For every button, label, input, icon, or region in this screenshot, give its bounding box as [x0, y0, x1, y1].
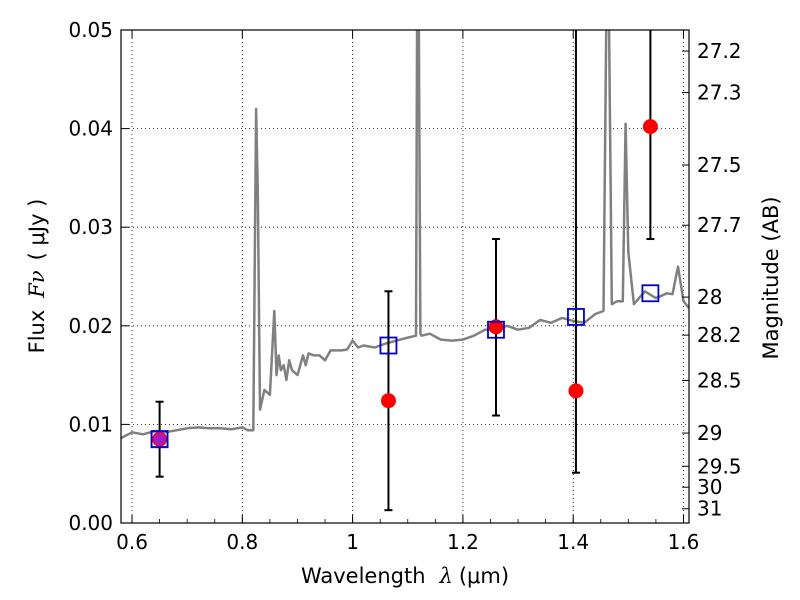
- mag-tick-label: 27.5: [697, 153, 742, 177]
- y-tick-label: 0.03: [68, 215, 113, 239]
- spectrum-line: [121, 30, 689, 440]
- y-tick-label: 0.00: [68, 511, 113, 535]
- y-tick-label: 0.02: [68, 314, 113, 338]
- overlap-point: [153, 432, 167, 446]
- model-point: [567, 308, 585, 326]
- plot-area: [121, 30, 689, 512]
- axis-ticks: 0.6 0.8 1 1.2 1.4 1.6 0.00 0.01 0.02 0.03 0.04 0.05…: [68, 18, 741, 554]
- model-point: [487, 320, 505, 339]
- observed-point: [380, 393, 396, 409]
- mag-tick-label: 27.2: [697, 39, 742, 63]
- plot-frame: [120, 29, 690, 524]
- x-tick-label: 1.4: [557, 530, 589, 554]
- x-axis-title: Wavelength λ (μm): [301, 564, 509, 588]
- mag-tick-label: 27.3: [697, 81, 742, 105]
- y-tick-label: 0.01: [68, 412, 113, 436]
- observed-point: [488, 319, 504, 335]
- right-axis-title: Magnitude (AB): [759, 196, 783, 359]
- mag-tick-label: 29.5: [697, 454, 742, 478]
- mag-tick-label: 31: [697, 497, 722, 521]
- x-tick-label: 0.8: [226, 530, 258, 554]
- x-tick-label: 0.6: [116, 530, 148, 554]
- mag-tick-label: 28: [697, 285, 722, 309]
- mag-tick-label: 29: [697, 421, 722, 445]
- y-tick-label: 0.05: [68, 18, 113, 42]
- observed-point: [568, 383, 584, 399]
- y-axis-title: FluxFν( μJy ): [25, 199, 49, 354]
- mag-tick-label: 28.5: [697, 368, 742, 392]
- x-tick-label: 1: [346, 530, 359, 554]
- grid-lines: [121, 30, 689, 523]
- mag-tick-label: 27.7: [697, 213, 742, 237]
- x-tick-label: 1.6: [668, 530, 700, 554]
- mag-tick-label: 30: [697, 475, 722, 499]
- model-point: [379, 336, 398, 355]
- observed-point: [642, 119, 658, 135]
- mag-tick-label: 28.2: [697, 323, 742, 347]
- model-point: [641, 284, 660, 303]
- x-tick-label: 1.2: [447, 530, 479, 554]
- model-point: [150, 430, 169, 449]
- y-tick-label: 0.04: [68, 117, 113, 141]
